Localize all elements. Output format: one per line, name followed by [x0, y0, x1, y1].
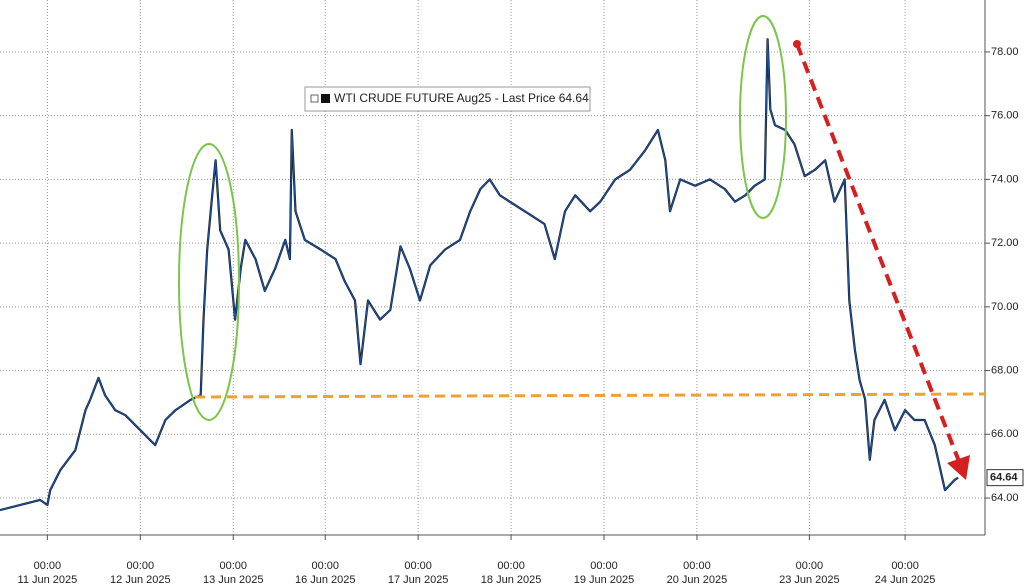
x-tick-sublabel: 24 Jun 2025: [875, 574, 936, 586]
y-tick-label: 78.00: [991, 46, 1019, 58]
highlight-ellipse: [178, 143, 240, 421]
x-tick-label: 00:00: [219, 560, 247, 572]
y-tick-label: 68.00: [991, 364, 1019, 376]
x-tick-label: 00:00: [891, 560, 919, 572]
y-tick-label: 66.00: [991, 428, 1019, 440]
y-tick-label: 72.00: [991, 237, 1019, 249]
legend-box: [304, 86, 591, 112]
x-tick-label: 00:00: [683, 560, 711, 572]
highlight-ellipse: [739, 15, 787, 219]
trend-arrow: [795, 43, 962, 465]
y-tick-label: 74.00: [991, 173, 1019, 185]
arrow-head: [947, 455, 970, 480]
x-tick-label: 00:00: [311, 560, 339, 572]
x-tick-sublabel: 19 Jun 2025: [574, 574, 635, 586]
x-tick-sublabel: 20 Jun 2025: [667, 574, 728, 586]
x-tick-sublabel: 23 Jun 2025: [779, 574, 840, 586]
arrow-start: [793, 40, 801, 48]
legend: WTI CRUDE FUTURE Aug25 - Last Price 64.6…: [304, 86, 591, 112]
x-tick-sublabel: 12 Jun 2025: [110, 574, 171, 586]
x-tick-sublabel: 16 Jun 2025: [295, 574, 356, 586]
y-tick-label: 76.00: [991, 110, 1019, 122]
x-tick-label: 00:00: [127, 560, 155, 572]
x-tick-sublabel: 13 Jun 2025: [203, 574, 264, 586]
x-tick-sublabel: 17 Jun 2025: [388, 574, 449, 586]
x-tick-label: 00:00: [404, 560, 432, 572]
x-tick-label: 00:00: [590, 560, 618, 572]
last-price-tag: [986, 469, 1024, 487]
y-tick-label: 70.00: [991, 301, 1019, 313]
legend-swatch: [321, 94, 330, 103]
x-tick-label: 00:00: [497, 560, 525, 572]
y-tick-label: 64.00: [991, 492, 1019, 504]
x-tick-label: 00:00: [796, 560, 824, 572]
legend-label: WTI CRUDE FUTURE Aug25 - Last Price 64.6…: [334, 91, 589, 105]
x-tick-sublabel: 18 Jun 2025: [481, 574, 542, 586]
support-line: [194, 392, 986, 399]
x-tick-label: 00:00: [34, 560, 62, 572]
legend-toggle: [310, 94, 319, 103]
last-price-label: 64.64: [990, 472, 1018, 484]
x-tick-sublabel: 11 Jun 2025: [18, 574, 78, 586]
